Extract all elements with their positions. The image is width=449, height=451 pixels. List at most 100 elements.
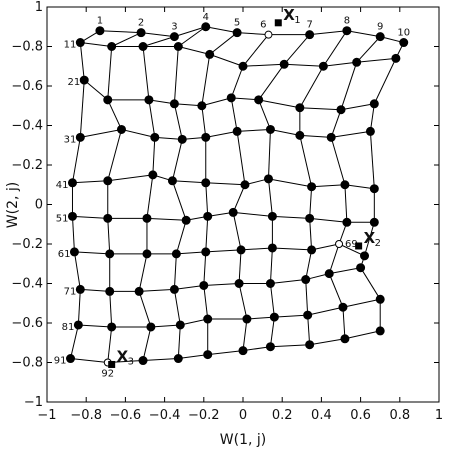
lattice-edge-vertical xyxy=(340,62,358,110)
node-label: 41 xyxy=(56,180,69,191)
node-label: 7 xyxy=(306,20,312,31)
node-label: 71 xyxy=(64,286,77,297)
lattice-edge-horizontal xyxy=(174,284,204,290)
lattice-edge-vertical xyxy=(173,46,179,104)
lattice-node xyxy=(66,354,76,364)
lattice-edge-vertical xyxy=(171,139,183,181)
lattice-edge-vertical xyxy=(230,66,244,99)
lattice-node xyxy=(181,215,191,225)
lattice-node xyxy=(301,275,311,285)
input-vector-subscript: 3 xyxy=(128,356,134,367)
lattice-node xyxy=(75,38,85,48)
lattice-edge-vertical xyxy=(373,58,397,104)
lattice-node xyxy=(356,263,366,273)
y-tick-label: −0.8 xyxy=(11,356,43,371)
node-label: 6 xyxy=(260,20,266,31)
y-tick-label: −0.4 xyxy=(11,119,43,134)
lattice-node xyxy=(265,342,275,352)
lattice-node xyxy=(307,182,317,192)
x-tick-label: 0.6 xyxy=(350,408,371,423)
lattice-edge-horizontal xyxy=(270,279,306,284)
lattice-edge-vertical xyxy=(109,291,113,327)
lattice-edge-vertical xyxy=(369,131,375,189)
lattice-node xyxy=(150,132,160,142)
lattice-node xyxy=(305,213,315,223)
lattice-node xyxy=(175,320,185,330)
lattice-node xyxy=(318,61,328,71)
lattice-node-highlighted xyxy=(264,30,273,39)
x-tick-label: 0.4 xyxy=(311,408,332,423)
lattice-edge-horizontal xyxy=(346,30,381,38)
y-tick-label: −0.2 xyxy=(11,158,43,173)
lattice-node xyxy=(142,213,152,223)
lattice-edge-horizontal xyxy=(270,128,300,136)
lattice-edge-horizontal xyxy=(309,30,347,36)
lattice-edge-horizontal xyxy=(311,243,340,251)
lattice-node xyxy=(265,279,275,288)
lattice-edge-vertical xyxy=(70,324,79,359)
lattice-node xyxy=(167,176,177,186)
lattice-edge-horizontal xyxy=(174,26,206,38)
lattice-edge-horizontal xyxy=(205,130,238,138)
lattice-edge-vertical xyxy=(230,97,238,132)
lattice-edge-vertical xyxy=(258,63,285,101)
lattice-edge-horizontal xyxy=(146,217,187,221)
lattice-edge-vertical xyxy=(152,137,156,175)
node-label: 21 xyxy=(68,77,81,88)
lattice-edge-horizontal xyxy=(80,288,110,292)
input-vector-marker xyxy=(274,19,282,27)
lattice-node xyxy=(336,105,346,115)
lattice-edge-vertical xyxy=(305,249,313,280)
lattice-node xyxy=(267,211,277,221)
lattice-edge-vertical xyxy=(209,32,238,55)
x-tick-label: 1 xyxy=(435,408,443,423)
lattice-node xyxy=(226,93,236,103)
lattice-edge-horizontal xyxy=(205,249,242,253)
lattice-edge-horizontal xyxy=(270,344,310,348)
lattice-edge-horizontal xyxy=(180,318,208,326)
lattice-node xyxy=(107,42,117,51)
lattice-edge-vertical xyxy=(309,186,313,219)
lattice-node xyxy=(232,126,242,136)
lattice-edge-horizontal xyxy=(272,215,310,219)
lattice-edge-vertical xyxy=(242,318,248,351)
lattice-edge-vertical xyxy=(107,99,122,130)
lattice-node xyxy=(254,95,264,105)
lattice-node xyxy=(199,280,209,290)
lattice-node xyxy=(67,211,77,221)
lattice-edge-vertical xyxy=(307,315,311,345)
lattice-edge-horizontal xyxy=(340,103,375,111)
lattice-edge-vertical xyxy=(142,46,150,100)
lattice-edge-horizontal xyxy=(172,180,206,184)
lattice-edge-vertical xyxy=(107,218,111,254)
lattice-edge-horizontal xyxy=(309,217,347,223)
lattice-node xyxy=(173,42,183,51)
lattice-node xyxy=(375,326,385,336)
lattice-edge-horizontal xyxy=(176,251,206,255)
lattice-edge-vertical xyxy=(173,253,177,290)
lattice-edge-vertical xyxy=(138,253,148,292)
lattice-node xyxy=(369,217,379,227)
lattice-edge-vertical xyxy=(232,212,242,251)
lattice-edge-horizontal xyxy=(231,97,259,101)
lattice-edge-vertical xyxy=(305,279,309,316)
lattice-node xyxy=(340,334,350,344)
lattice-edge-vertical xyxy=(79,80,85,138)
lattice-edge-vertical xyxy=(205,182,209,217)
lattice-node xyxy=(269,312,279,322)
y-tick-label: −0.2 xyxy=(11,237,43,252)
lattice-node xyxy=(365,126,375,136)
lattice-node xyxy=(303,310,313,320)
lattice-edge-vertical xyxy=(309,218,313,250)
x-tick-label: −0.4 xyxy=(149,408,181,423)
y-tick-labels: −1 −0.8 −0.6 −0.4 −0.2 0 −0.2 −0.4 −0.6 −0.8 1 xyxy=(11,0,43,410)
lattice-node xyxy=(148,170,158,180)
lattice-node xyxy=(103,95,113,105)
lattice-node xyxy=(203,314,213,324)
lattice-node xyxy=(171,249,181,259)
lattice-edge-vertical xyxy=(173,289,181,326)
lattice-edge-horizontal xyxy=(99,30,142,34)
node-label: 9 xyxy=(377,22,383,33)
lattice-edge-vertical xyxy=(71,137,81,183)
